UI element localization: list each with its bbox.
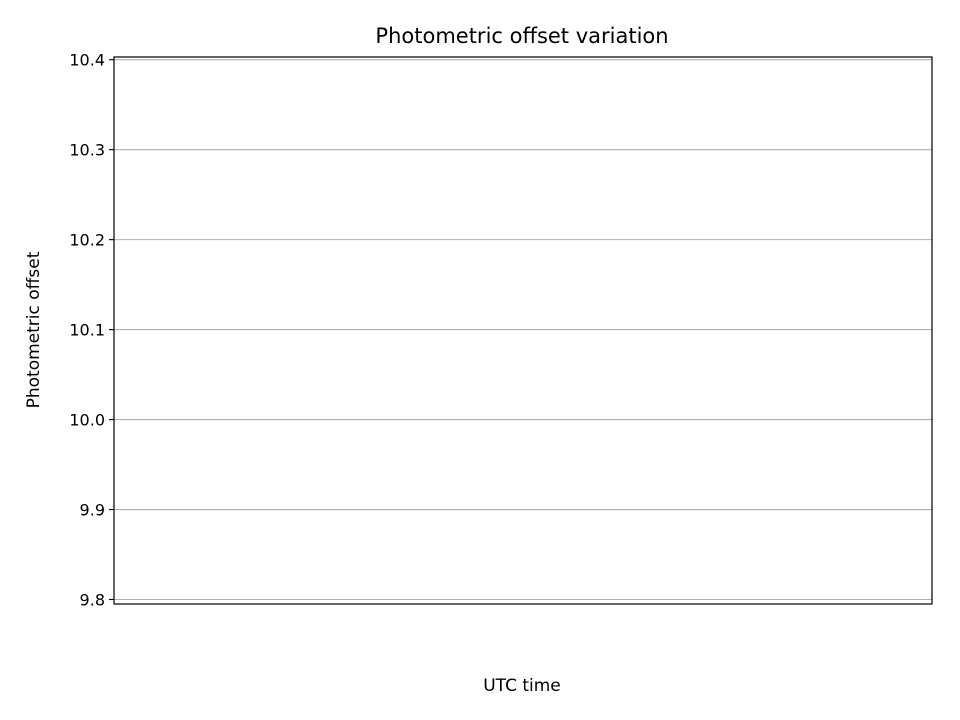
y-tick-label: 10.0 <box>69 411 105 430</box>
grid-layer <box>114 59 932 601</box>
chart-title: Photometric offset variation <box>375 24 668 48</box>
y-tick-label: 10.4 <box>69 51 105 70</box>
y-tick-label: 10.2 <box>69 231 105 250</box>
y-tick-label: 10.1 <box>69 321 105 340</box>
y-axis-ticks: 9.8 9.9 10.0 10.1 10.2 10.3 10.4 <box>69 51 114 610</box>
y-axis-title: Photometric offset <box>24 251 44 408</box>
plot-frame <box>113 56 933 605</box>
y-tick-label: 9.9 <box>80 501 105 520</box>
y-tick-label: 10.3 <box>69 141 105 160</box>
x-axis-title: UTC time <box>483 676 561 696</box>
y-tick-label: 9.8 <box>80 591 105 610</box>
